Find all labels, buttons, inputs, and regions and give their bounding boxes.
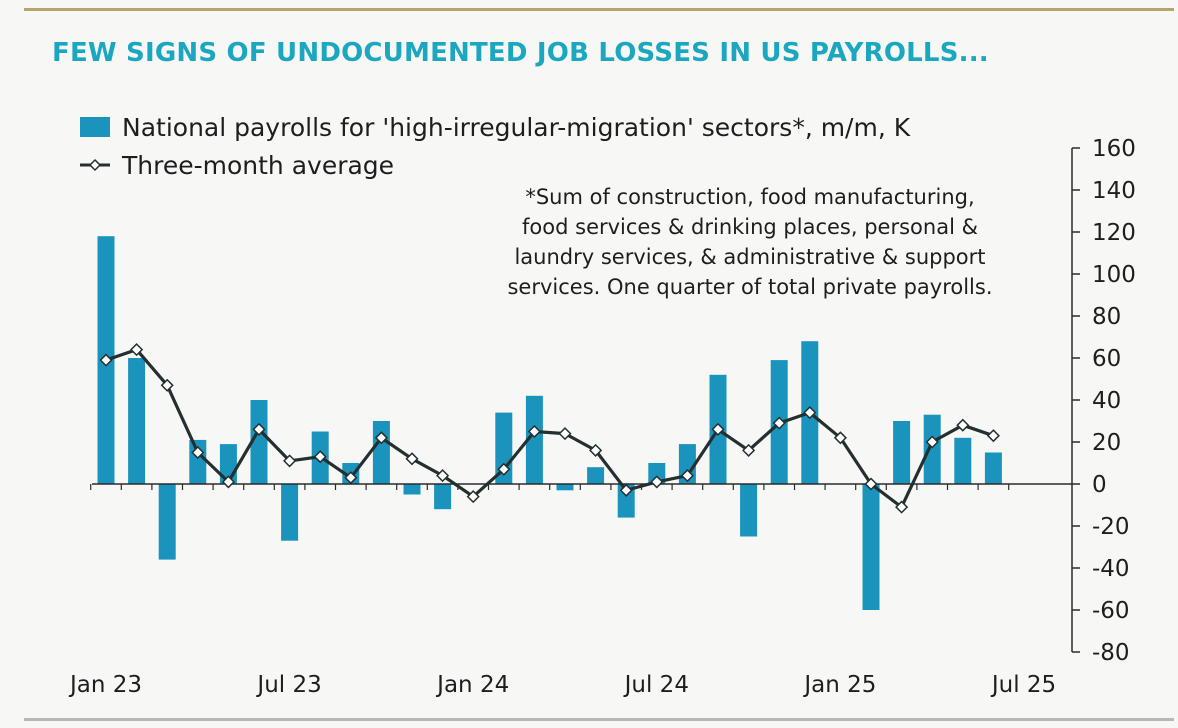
average-marker bbox=[711, 422, 725, 436]
x-tick-label: Jul 25 bbox=[990, 672, 1056, 698]
bar bbox=[648, 463, 666, 484]
y-tick-label: 80 bbox=[1092, 304, 1121, 330]
legend-label-line: Three-month average bbox=[122, 150, 395, 180]
average-marker bbox=[772, 416, 786, 430]
legend-line-swatch bbox=[80, 158, 110, 172]
bar bbox=[893, 421, 911, 484]
average-marker bbox=[742, 443, 756, 457]
legend-item-bars: National payrolls for 'high-irregular-mi… bbox=[80, 108, 910, 146]
bar bbox=[128, 358, 146, 484]
average-marker bbox=[283, 454, 297, 468]
bar bbox=[434, 484, 452, 510]
average-marker bbox=[252, 422, 266, 436]
y-tick-label: 120 bbox=[1092, 220, 1136, 246]
x-tick-label: Jan 23 bbox=[68, 672, 142, 698]
bar bbox=[740, 484, 758, 537]
average-marker bbox=[191, 445, 205, 460]
average-marker bbox=[466, 490, 480, 504]
x-tick-label: Jul 24 bbox=[623, 672, 689, 698]
legend-item-line: Three-month average bbox=[80, 146, 910, 184]
average-marker bbox=[650, 475, 664, 489]
x-tick-label: Jul 23 bbox=[255, 672, 321, 698]
legend-label-bars: National payrolls for 'high-irregular-mi… bbox=[122, 112, 911, 142]
average-line bbox=[105, 348, 994, 509]
x-tick-label: Jan 24 bbox=[435, 672, 509, 698]
average-marker bbox=[344, 471, 358, 485]
bar bbox=[250, 400, 268, 484]
bar bbox=[954, 437, 972, 484]
average-marker bbox=[436, 469, 450, 483]
average-marker bbox=[803, 406, 817, 420]
average-marker bbox=[558, 427, 572, 441]
bar bbox=[862, 484, 880, 610]
y-tick-label: 0 bbox=[1092, 472, 1107, 498]
legend: National payrolls for 'high-irregular-mi… bbox=[80, 108, 910, 184]
average-marker bbox=[925, 435, 939, 449]
bar bbox=[158, 484, 176, 560]
average-marker bbox=[527, 424, 541, 439]
average-marker bbox=[680, 469, 694, 483]
average-marker bbox=[986, 429, 1000, 443]
footnote: *Sum of construction, food manufacturing… bbox=[507, 185, 993, 299]
y-tick-label: 40 bbox=[1092, 388, 1121, 414]
average-marker bbox=[956, 418, 970, 432]
top-rule bbox=[24, 8, 1174, 11]
y-tick-label: -40 bbox=[1092, 556, 1130, 582]
y-tick-label: 20 bbox=[1092, 430, 1121, 456]
average-marker bbox=[589, 443, 603, 457]
average-marker bbox=[864, 477, 878, 491]
average-marker bbox=[160, 378, 174, 392]
y-tick-label: 60 bbox=[1092, 346, 1121, 372]
average-marker bbox=[405, 452, 419, 466]
bar bbox=[587, 467, 605, 484]
bar bbox=[372, 421, 390, 484]
average-marker bbox=[313, 450, 327, 464]
bar bbox=[984, 452, 1002, 484]
y-tick-label: 160 bbox=[1092, 136, 1136, 162]
average-marker bbox=[895, 500, 909, 514]
average-marker bbox=[374, 431, 388, 445]
bar bbox=[403, 484, 421, 495]
average-marker bbox=[497, 462, 511, 476]
y-tick-label: 100 bbox=[1092, 262, 1136, 288]
y-tick-label: 140 bbox=[1092, 178, 1136, 204]
chart-title: FEW SIGNS OF UNDOCUMENTED JOB LOSSES IN … bbox=[52, 38, 989, 68]
average-marker bbox=[833, 431, 847, 445]
y-tick-label: -20 bbox=[1092, 514, 1130, 540]
average-marker bbox=[130, 343, 144, 357]
average-marker bbox=[99, 353, 113, 367]
average-marker bbox=[619, 483, 633, 497]
legend-bar-swatch bbox=[80, 117, 110, 137]
bottom-rule bbox=[24, 718, 1174, 721]
x-tick-label: Jan 25 bbox=[802, 672, 876, 698]
y-tick-label: -60 bbox=[1092, 598, 1130, 624]
bar bbox=[525, 395, 543, 484]
bar bbox=[923, 414, 941, 484]
y-tick-label: -80 bbox=[1092, 640, 1130, 666]
bar bbox=[556, 484, 574, 491]
average-marker bbox=[221, 475, 235, 489]
bar bbox=[281, 484, 299, 541]
